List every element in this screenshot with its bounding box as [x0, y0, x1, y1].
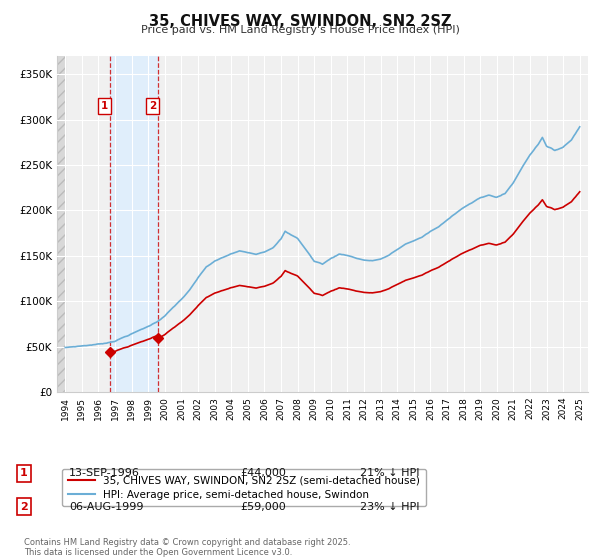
Text: 2: 2: [20, 502, 28, 512]
Text: Price paid vs. HM Land Registry's House Price Index (HPI): Price paid vs. HM Land Registry's House …: [140, 25, 460, 35]
Text: 06-AUG-1999: 06-AUG-1999: [69, 502, 143, 512]
Text: £59,000: £59,000: [240, 502, 286, 512]
Bar: [57, 56, 65, 392]
Text: 23% ↓ HPI: 23% ↓ HPI: [360, 502, 419, 512]
Text: 1: 1: [20, 468, 28, 478]
Legend: 35, CHIVES WAY, SWINDON, SN2 2SZ (semi-detached house), HPI: Average price, semi: 35, CHIVES WAY, SWINDON, SN2 2SZ (semi-d…: [62, 469, 426, 506]
Bar: [110, 56, 158, 392]
Text: Contains HM Land Registry data © Crown copyright and database right 2025.
This d: Contains HM Land Registry data © Crown c…: [24, 538, 350, 557]
Text: £44,000: £44,000: [240, 468, 286, 478]
Bar: [57, 56, 65, 392]
Text: 2: 2: [149, 101, 156, 111]
Text: 13-SEP-1996: 13-SEP-1996: [69, 468, 140, 478]
Text: 21% ↓ HPI: 21% ↓ HPI: [360, 468, 419, 478]
Text: 35, CHIVES WAY, SWINDON, SN2 2SZ: 35, CHIVES WAY, SWINDON, SN2 2SZ: [149, 14, 451, 29]
Text: 1: 1: [101, 101, 108, 111]
